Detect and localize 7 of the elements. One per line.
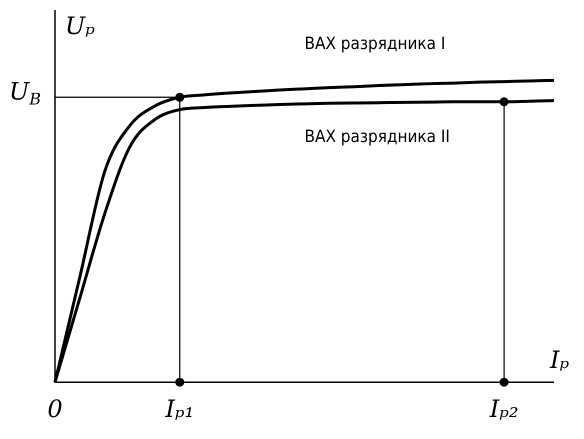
x-axis-title: Iₚ	[549, 346, 570, 374]
x-tick-label: 0	[47, 394, 63, 423]
x-tick-label: Iₚ₁	[164, 394, 194, 423]
y-axis-title: Uₚ	[65, 12, 96, 40]
series-label: ВАХ разрядника II	[304, 126, 450, 147]
x-tick-label: Iₚ₂	[488, 394, 518, 423]
series-label: ВАХ разрядника I	[304, 34, 446, 54]
